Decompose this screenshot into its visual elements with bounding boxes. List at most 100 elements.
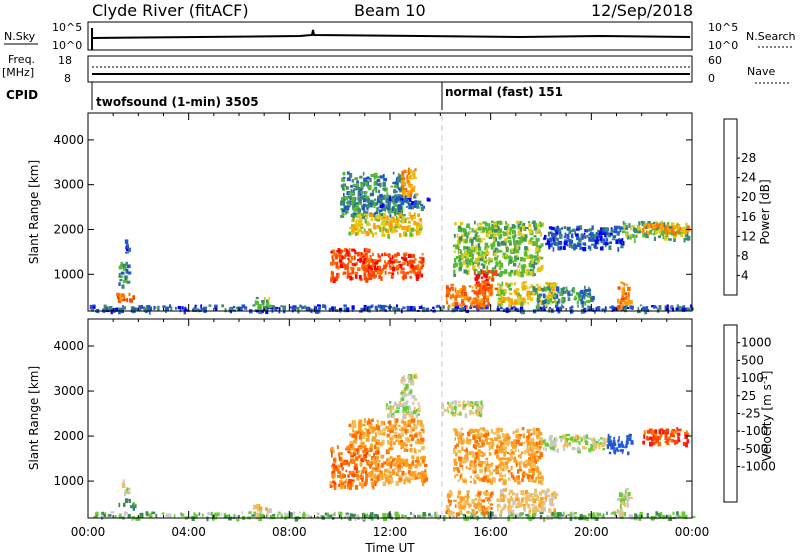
- echo-cell: [330, 446, 334, 450]
- echo-cell: [537, 446, 542, 449]
- echo-cell: [517, 231, 522, 236]
- echo-cell: [414, 424, 418, 429]
- echo-cell: [488, 478, 491, 483]
- echo-cell: [535, 230, 539, 235]
- echo-cell: [657, 441, 662, 447]
- echo-cell: [404, 408, 407, 412]
- echo-cell: [370, 477, 374, 481]
- echo-cell: [501, 273, 504, 276]
- echo-cell: [417, 233, 421, 236]
- echo-cell: [464, 495, 467, 498]
- echo-cell: [591, 225, 594, 231]
- echo-cell: [552, 247, 555, 252]
- echo-cell: [473, 305, 478, 309]
- echo-cell: [341, 197, 345, 201]
- echo-cell: [489, 513, 493, 517]
- echo-cell: [467, 400, 469, 404]
- echo-cell: [543, 286, 548, 292]
- echo-cell: [623, 282, 626, 287]
- echo-cell: [344, 195, 348, 201]
- echo-cell: [330, 448, 333, 453]
- echo-cell: [526, 474, 530, 480]
- echo-cell: [417, 413, 420, 416]
- echo-cell: [414, 168, 417, 172]
- echo-cell: [345, 266, 349, 270]
- echo-cell: [416, 456, 420, 461]
- echo-cell: [582, 296, 586, 300]
- echo-cell: [532, 241, 535, 246]
- echo-cell: [540, 243, 544, 247]
- echo-cell: [412, 216, 416, 220]
- echo-cell: [585, 440, 588, 445]
- echo-cell: [497, 508, 499, 512]
- echo-cell: [369, 228, 372, 233]
- echo-cell: [676, 434, 679, 437]
- echo-cell: [382, 221, 386, 227]
- echo-cell: [360, 458, 363, 462]
- echo-cell: [418, 271, 422, 277]
- echo-cell: [566, 243, 569, 247]
- freq-panel: Freq. [MHz] 18 8 60 0 Nave: [2, 53, 790, 85]
- echo-cell: [626, 496, 630, 501]
- colorbar-tick-label: -100: [741, 424, 768, 438]
- echo-cell: [622, 224, 626, 229]
- echo-cell: [462, 285, 466, 289]
- echo-cell: [322, 304, 326, 308]
- echo-cell: [479, 413, 483, 417]
- echo-cell: [352, 458, 355, 462]
- echo-cell: [400, 267, 405, 271]
- echo-cell: [423, 478, 426, 484]
- echo-cell: [397, 456, 401, 460]
- echo-cell: [480, 433, 485, 438]
- echo-cell: [379, 270, 383, 275]
- echo-cell: [684, 235, 687, 238]
- echo-cell: [477, 433, 479, 439]
- echo-cell: [638, 229, 642, 234]
- echo-cell: [517, 240, 522, 245]
- echo-cell: [401, 465, 403, 469]
- echo-cell: [108, 306, 113, 311]
- echo-cell: [364, 191, 368, 194]
- echo-cell: [405, 393, 408, 397]
- echo-cell: [364, 307, 367, 310]
- echo-cell: [215, 307, 217, 311]
- echo-cell: [351, 248, 356, 252]
- date-label: 12/Sep/2018: [591, 1, 693, 20]
- echo-cell: [170, 306, 173, 312]
- echo-cell: [510, 495, 513, 499]
- echo-cell: [456, 495, 460, 499]
- echo-cell: [611, 238, 616, 241]
- echo-cell: [366, 216, 368, 219]
- echo-cell: [379, 193, 383, 199]
- echo-cell: [479, 406, 483, 409]
- echo-cell: [351, 452, 354, 458]
- echo-cell: [390, 460, 394, 465]
- echo-cell: [118, 309, 121, 315]
- echo-cell: [478, 477, 481, 482]
- echo-cell: [260, 513, 264, 519]
- echo-cell: [382, 233, 386, 237]
- echo-cell: [401, 442, 405, 445]
- echo-cell: [408, 193, 410, 198]
- echo-cell: [417, 472, 422, 475]
- echo-cell: [379, 306, 381, 311]
- echo-cell: [512, 260, 515, 263]
- echo-cell: [377, 442, 381, 446]
- echo-cell: [478, 266, 480, 269]
- echo-cell: [511, 235, 516, 239]
- echo-cell: [443, 516, 446, 522]
- echo-cell: [571, 305, 574, 309]
- echo-cell: [401, 378, 406, 381]
- echo-cell: [560, 304, 563, 307]
- echo-cell: [415, 408, 418, 413]
- echo-cell: [411, 216, 414, 221]
- echo-cell: [339, 263, 344, 269]
- echo-cell: [394, 402, 398, 406]
- echo-cell: [396, 304, 398, 308]
- echo-cell: [516, 428, 519, 433]
- echo-cell: [381, 232, 383, 237]
- echo-cell: [236, 516, 240, 522]
- echo-cell: [368, 424, 371, 429]
- echo-cell: [344, 480, 347, 483]
- echo-cell: [518, 468, 523, 472]
